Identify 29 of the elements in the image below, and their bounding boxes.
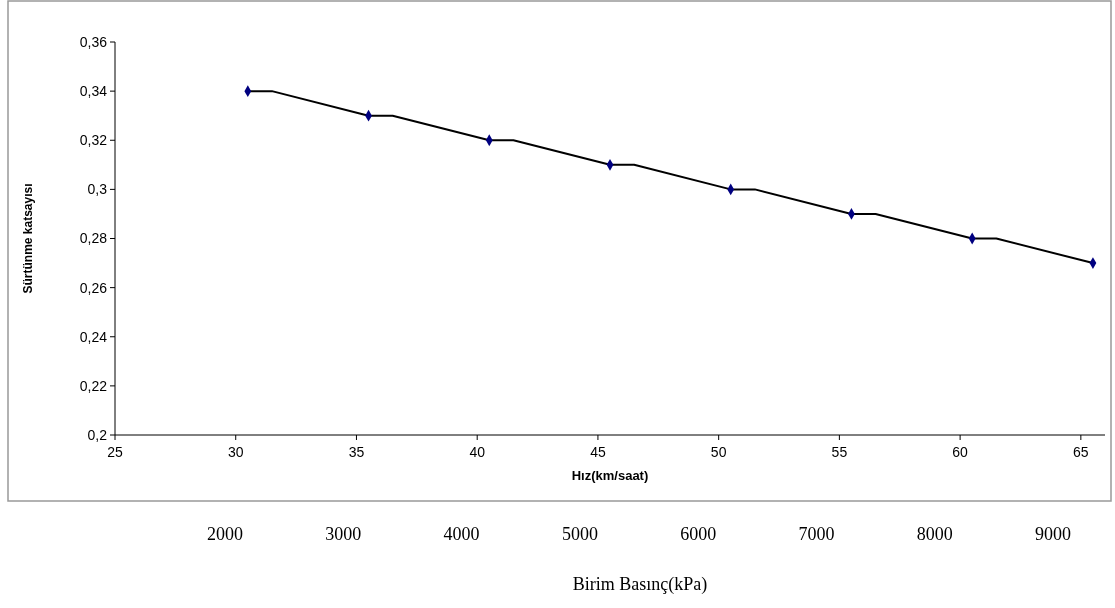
y-tick-label: 0,3 [87, 181, 108, 198]
y-tick-label: 0,36 [79, 33, 108, 50]
x2-tick-label: 6000 [680, 524, 717, 544]
x2-tick-label: 5000 [561, 524, 598, 544]
x-axis-title: Hız(km/saat) [571, 468, 649, 483]
x-tick-label: 60 [952, 444, 969, 460]
y-tick-label: 0,2 [87, 426, 108, 443]
x-tick-label: 25 [107, 444, 123, 460]
x2-tick-label: 2000 [207, 524, 244, 544]
y-tick-label: 0,22 [79, 377, 108, 394]
y-axis-title: Sürtünme katsayısı [21, 183, 35, 294]
x2-tick-label: 8000 [916, 524, 953, 544]
x2-tick-label: 9000 [1035, 524, 1072, 544]
y-tick-label: 0,32 [79, 132, 108, 149]
y-tick-label: 0,28 [79, 230, 108, 247]
x-tick-label: 40 [469, 444, 486, 460]
x2-tick-label: 4000 [443, 524, 480, 544]
x2-axis-title: Birim Basınç(kPa) [572, 574, 708, 595]
x2-tick-label: 3000 [325, 524, 362, 544]
x-tick-label: 55 [831, 444, 848, 460]
y-tick-label: 0,26 [79, 279, 108, 296]
y-tick-label: 0,24 [79, 328, 108, 345]
x-tick-label: 50 [710, 444, 727, 460]
y-tick-label: 0,34 [79, 83, 108, 100]
x2-tick-label: 7000 [798, 524, 835, 544]
x-tick-label: 30 [227, 444, 244, 460]
x-tick-label: 35 [348, 444, 365, 460]
x-tick-label: 65 [1073, 444, 1089, 460]
x-tick-label: 45 [590, 444, 606, 460]
